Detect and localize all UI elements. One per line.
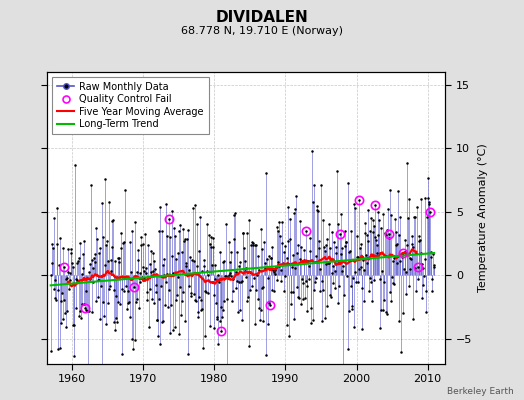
Text: 68.778 N, 19.710 E (Norway): 68.778 N, 19.710 E (Norway) <box>181 26 343 36</box>
Y-axis label: Temperature Anomaly (°C): Temperature Anomaly (°C) <box>478 144 488 292</box>
Legend: Raw Monthly Data, Quality Control Fail, Five Year Moving Average, Long-Term Tren: Raw Monthly Data, Quality Control Fail, … <box>52 77 209 134</box>
Text: DIVIDALEN: DIVIDALEN <box>215 10 309 25</box>
Text: Berkeley Earth: Berkeley Earth <box>447 387 514 396</box>
